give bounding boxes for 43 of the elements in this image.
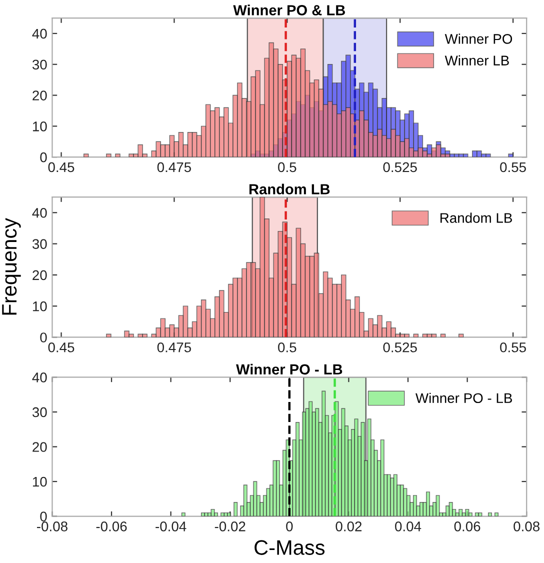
y-tick-label: 40: [32, 208, 47, 218]
y-tick-label: 20: [32, 270, 47, 280]
y-tick-label: 0: [40, 512, 47, 522]
chart-title: Winner PO - LB: [236, 364, 342, 375]
legend-label: Winner PO: [444, 34, 512, 44]
y-tick-label: 40: [32, 28, 47, 39]
y-tick-label: 20: [32, 90, 47, 100]
x-tick-label: 0.5: [278, 162, 296, 172]
y-tick-label: 0: [40, 332, 47, 342]
x-tick-label: -0.02: [214, 522, 246, 532]
chart-title: Random LB: [249, 184, 330, 194]
x-tick-label: 0.45: [48, 162, 74, 172]
y-tick-label: 20: [32, 442, 47, 452]
x-tick-label: 0.04: [395, 522, 422, 532]
x-tick-label: 0: [286, 522, 293, 532]
x-tick-label: -0.06: [96, 522, 127, 532]
y-tick-label: 40: [32, 372, 47, 382]
legend-label: Winner PO - LB: [416, 392, 512, 404]
x-tick-label: 0.525: [383, 342, 417, 352]
x-tick-label: -0.04: [156, 522, 186, 532]
x-axis-title: C-Mass: [254, 540, 325, 555]
x-tick-label: 0.525: [383, 162, 417, 172]
y-tick-label: 30: [32, 60, 47, 70]
y-axis-title: Frequency: [2, 218, 21, 315]
x-tick-label: -0.08: [37, 522, 68, 532]
chart-title: Winner PO & LB: [233, 4, 345, 16]
x-tick-label: 0.08: [514, 522, 540, 532]
x-tick-label: 0.5: [278, 342, 296, 352]
x-tick-label: 0.55: [500, 342, 526, 352]
y-tick-label: 10: [32, 476, 47, 487]
x-tick-label: 0.55: [500, 162, 526, 172]
legend-label: Random LB: [440, 212, 512, 223]
y-tick-label: 30: [32, 239, 47, 249]
y-tick-label: 0: [40, 152, 47, 162]
x-tick-label: 0.475: [157, 162, 191, 172]
x-tick-label: 0.06: [454, 522, 480, 532]
legend-label: Winner LB: [444, 55, 509, 66]
x-tick-label: 0.45: [48, 342, 74, 352]
x-tick-label: 0.02: [336, 522, 362, 532]
y-tick-label: 30: [32, 407, 47, 418]
y-tick-label: 10: [32, 122, 47, 132]
y-tick-label: 10: [32, 301, 47, 312]
x-tick-label: 0.475: [157, 342, 191, 352]
